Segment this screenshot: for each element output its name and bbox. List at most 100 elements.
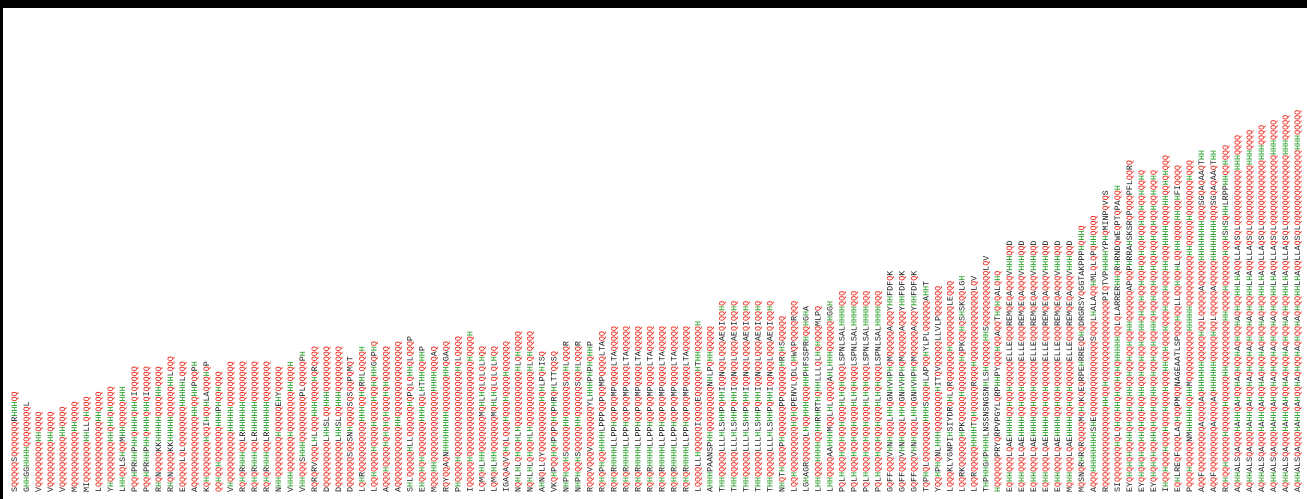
sequence: AQQFQQQQQQQQQAQQQQAQHHHHHHQQQQQHQQLQQQQQ…	[1197, 150, 1207, 492]
sequence: SQQQQQSQQQQQQQRHHHQQ	[10, 391, 20, 492]
sequence: RQHQRHHHHLLPPHQQPQQMPQQQQLTAQQQQQ	[634, 326, 644, 492]
sequence: AQQFQQQQQQQQQAQQQQAQHHHHHHQQQQQHQQLQQQQQ…	[1209, 150, 1219, 492]
sequence: EQHHQQQLQAEHHHHQQHQQHQQQQQELLEQQQREMQEQA…	[1005, 241, 1015, 492]
sequence: DQQQQQQQQQLHHSLQQHHHQQQQQQQQQ	[334, 346, 344, 492]
sequence: LGHAGRQQQQQLHQQHHHQQQHHPHFSSPRHQQHGHA	[801, 305, 811, 492]
sequence: RQHQRHHHHLLPPHQQPQQMPQQQQLTAQQQQQ	[669, 326, 679, 492]
sequence: NHHQQQQQQQQHQQQQQEHYQQQQQ	[274, 366, 284, 492]
sequence: AQHHALSQAQQQHAHHQAHQQHAQHQQHAQHQQHAQHQQH…	[1269, 120, 1279, 492]
sequence: GHHGGHHHHQQQQQQQQL	[22, 401, 32, 492]
sequence: AQHHALSQAQQQHAHHQAHQQHAQHQQHAQHQQHAQHQQH…	[1281, 115, 1291, 492]
sequence: RQRQRVQQQLHLQQQHHHQQQQHQRQQQQ	[310, 346, 320, 492]
sequence: THHQQQQQLLLHLSHHPQHHIQQNQQLQQQAEQIQQHQ	[741, 301, 751, 492]
sequence: THHQQQQQLLLHLSHHPQHHIQQNQQLQQQAEQIQQHQ	[765, 301, 775, 492]
sequence: MIQQQQQQQQHHLLQHQQQ	[82, 396, 92, 492]
sequence: RQHQRHHHQQLRHHHHHHQQQQQQQQ	[238, 361, 248, 492]
sequence: AQQQQQQQQQQQQQQHHQQHHPQQPH	[190, 361, 200, 492]
sequence: RQQQQQQQQQQQQQQQQHHQQHQQQQQQQQQQQQQQQQPI…	[1101, 190, 1111, 492]
sequence: RQHQRHHHQQLRHHHHHHQQQQQQQQ	[262, 361, 272, 492]
sequence: LQMQHLHHQQQQQQQMQHLHQLQLQLHQQ	[478, 346, 488, 492]
sequence: EQHHQQQLQAEHHHHQQHQQHQQQQQELLEQQQREMQEQA…	[1017, 241, 1027, 492]
sequence: EQHLREQFQQQLAQHQQPMQQNAGEAATLSPQQQHQQLLQ…	[1173, 165, 1183, 492]
sequence: RQHQRHHHQQLRHHHHHHQQQQQQQQ	[250, 361, 260, 492]
sequence: AQHHALSQAQQQHAHHQAHQQHAQHQQHAQHQQHAQHQQH…	[1245, 130, 1255, 492]
sequence: RQHQRHHHHLLPPHQQPQQMPQQQQLTAQQQQQ	[646, 326, 656, 492]
sequence: AHNQLLQYQQQQQQQQQQHQHLPQHISQ	[538, 351, 548, 492]
sequence: LHHQQLSHQQMHHQQQQQHHH	[118, 386, 128, 492]
sequence: AQHHALSQAQQQHAHHQAHQQHAQHQQHAQHQQHAQHQQH…	[1293, 110, 1303, 492]
sequence: THHQQQQQLLLHLSHHPQHHIQQNQQLQQQAEQIQQHQ	[753, 301, 763, 492]
sequence: VQQQQQQQQQQHHQQQQ	[58, 407, 68, 492]
sequence: LQQRQQQQQHHHHTQHQQQQQRQQQHQQQQQQQQQQQQQQ…	[969, 276, 979, 492]
sequence: LQMQHLHHQQQQQQQMQHLHQLQLQLHQQ	[490, 346, 500, 492]
sequence: MQQQHHQQQQQQQQQQQQQQHHHHQQQAQ	[430, 346, 440, 492]
sequence: RQHQPHQQHHHHLPPPQQPQQMPQQQQLTAQQ	[598, 331, 608, 492]
sequence: EYQHQHQHQQHHQHQQHQQHHQQHQQHQQHQQHHQHQQHQ…	[1149, 170, 1159, 492]
sequence: NHQTHQQQQPHQQQQQQPPQQQQQQHRQHSQQQQQ	[777, 316, 787, 492]
sequence: RQQQVQQQVQQQQQQQQYLHHHPHPHQHHP	[586, 341, 596, 492]
sequence: MQHHQQQLQAEHHHHQQHQQHQQQQQELLEQQQREMQEQA…	[1065, 241, 1075, 492]
sequence: PQQQHQQQQQNMHHHHHQQHHMQQQQQQQQQQHHHHHQQQ…	[1185, 160, 1195, 492]
sequence: PQQHPRHHPHHQHHHQHHQIQQQQQ	[130, 366, 140, 492]
sequence: LHHQQQQAAHHHMQQLHLQQQQAHLHHHQQQQQQHGGH	[825, 301, 835, 492]
sequence: RQHQQHQQQQQHQQQQQHQQQQQHHQQQQQQQQQHHQQQQ…	[1221, 145, 1231, 492]
sequence: THHQQQQQLLLHLSHHPQHHIQQNQQLQQQAEQIQQHQ	[717, 301, 727, 492]
sequence: VQQQQQQQQQHHQQQQ	[34, 412, 44, 492]
sequence: PQLHQQQHQQHQQHQQQHLHQHQQQLSPNLSALHHHHQQQ	[837, 291, 847, 492]
sequence: LQHRQQQQQQQQQQHHHQQHQRHLQQQQH	[358, 346, 368, 492]
sequence: EQQQQQLQLQQQQQQQQHHHHHLQQQ	[178, 361, 188, 492]
sequence: LQQHQQQQQQQQQHQHQPENVLQDLQHWQPQQQQRQQQ	[789, 301, 799, 492]
sequence: IHQQHQQQHQQQHQQQHQQQHQQQHHQQHQQQHQQQHQQQ…	[1161, 155, 1171, 492]
sequence: AHHHPAANSPHHQQQQQQQQQNHLPQHHQQQQQ	[705, 326, 715, 492]
sequence: EHQQHQHQQQQQQQHHHQQLHTHHQQHHP	[418, 346, 428, 492]
sequence: MQQQQQQQQQQQHHQQQQ	[70, 402, 80, 493]
sequence: PQLHQQQHQQHQQHQQQHLHQHQQQLSPNLSALHHHHQQQ	[873, 291, 883, 492]
sequence: NHPHQQHSQQQQQHHQQQQQQSQQHLQQQR	[574, 341, 584, 492]
sequence: DQQQQQQSQQSNHQQQQSQSQQPQMQT	[346, 356, 356, 492]
sequence: HQQQQQQPRYQRPVPGYLQRPHHPYQQQHQQAQQTHQHQA…	[993, 271, 1003, 492]
sequence: RHQNQQQQKKHHHHHQQQQHHQQQQ	[154, 366, 164, 492]
sequence: VHQQQQQQQQQQHHHHHQQQQQQQQQ	[226, 361, 236, 492]
sequence: RQYQQAQNHHHHHHHHQQQQQQQHHQGAQQ	[442, 341, 452, 492]
sequence: GQFFQQQVHNHQQQLHHQGNHVHPHQMQQQQQAQQQYHHF…	[897, 270, 907, 492]
sequence: VHHQQQSHHHQQQQQQQQQPLQQQQQPH	[298, 351, 308, 492]
sequence: LQQQKLYGNPIHSIYDRQHLQRQQQQQQHQQQQQQQQLEQ…	[945, 281, 955, 492]
sequence: EQHHQQQLQAEHHHHQQHQQHQQQQQELLEQQQREMQEQA…	[1041, 241, 1051, 492]
sequence: LHHQQQHHHHQQHHRHRTHQHHLLLQLHQHQQQMLPQ	[813, 306, 823, 492]
sequence: VKQHPQQHQHPQPQHQPHRQHLTTQQSQ	[550, 351, 560, 492]
sequence: MQSNQRHRQRQQQQMQHQKQEQRPEHRREQDHQDRGRSYQ…	[1077, 225, 1087, 492]
sequence: VQQQQQQQQQHHQQQQ	[46, 412, 56, 492]
sequence: AQHHALSQAQQQHAHHQAHQQHAQHQQHAQHQQHAQHQQH…	[1257, 125, 1267, 492]
sequence: SIQQQQQQQHQLQHQQHHQHQQHQHQHHHHHQQLQLARRE…	[1113, 185, 1123, 492]
sequence: PQLHQQQHQQHQQHQQQHLHQHQQQLSPNLSALHHHHQQQ	[861, 291, 871, 492]
sequence: AQQQQQQQQQQQQHHQQQQQQQQQQQQQQQ	[394, 341, 404, 492]
sequence: EQHHQQQLQAEHHHHQQHQQHQQQQQELLEQQQREMQEQA…	[1053, 241, 1063, 492]
sequence: RQHQRHHHHLLPPHQQPQQMPQQQQLTAQQQQQ	[622, 326, 632, 492]
sequence: GQFFQQQVHNHQQQLHHQGNHVHPHQMQQQQQAQQQYHHF…	[885, 270, 895, 492]
sequence: LQQQQQQQQQQQQQHHQQQQ	[94, 391, 104, 492]
sequence: RQHQRHHHHLLPPHQQPQQMPQQQQLTAQQQQQ	[681, 326, 691, 492]
sequence: KQHQQQQQQQHQQIHQQHLAQQQHQP	[202, 361, 212, 492]
sequence: NHPHQQHSQQQQQHHQQQQQQSQQHLQQQR	[562, 341, 572, 492]
sequence: LQQQQLLHQQQQQIQQQQEQQQQQHTHHQQQQQH	[693, 321, 703, 492]
sequence: IGAQAQVQHQLQQQHQQQHQQQQHQQQQQQ	[502, 341, 512, 492]
sequence: SHLQQQQQHLLQQQQQQHQPQLQHHQLQQQP	[406, 336, 416, 492]
sequence: RQHQRHHHHLLPPHQQPQQMPQQQQLTAQQQQQ	[610, 326, 620, 492]
sequence: VHHHQQQQQQQHQQQQQQQQHHQQQH	[286, 361, 296, 492]
sequence: EYQHQHQHQQHHQHQQHQQHHQQHQQHQQHQQHHQQQQQQ…	[1125, 160, 1135, 492]
sequence: AQQQHQQQQHQHQHQHQQQHQHQQQQQQQ	[382, 346, 392, 492]
sequence: RHQNQQQQKKHHHHHQQQQQQHHLQQQ	[166, 356, 176, 492]
sequence: THPHHGHPHHHLNSSNSNGSNHLSHQQQQQHHSQQQQQQQ…	[981, 256, 991, 492]
sequence: AQQQHHHHHHHHSHEQQQQQQQQQQQQQQQSQQQLHALAQ…	[1089, 215, 1099, 492]
sequence: GQFFQQQVHNHQQQLHHQGNHVHPHQMQQQQQAQQQYHHF…	[909, 270, 919, 492]
sequence: EYQHQHQHQQHHQHQQHQQHHQQHQQHQQHQQHHQHQQHQ…	[1137, 170, 1147, 492]
sequence: PQLHQQQHQQHQQHQQQHLHQHQQQLSPNLSALHHHHQQQ	[849, 291, 859, 492]
sequence: RQHQRHHHHLLPPHQQPQQMPQQQQLTAQQQQQ	[658, 326, 668, 492]
sequence: PQQHPRHHPHHQHHHQHHQIQQQQQ	[142, 366, 152, 492]
sequence: YQQHPHQNLHHHQQQQQQQQHITQVQQQQQLLVLPQQQQQ…	[933, 286, 943, 492]
sequence: IQQQQQHQQQQQQQQQQQQQQQQQQQHQQQQH	[466, 331, 476, 492]
sequence: NQHLHLQHQQHLHQQQQQQQQQQQHLQHQQQQ	[526, 331, 536, 492]
